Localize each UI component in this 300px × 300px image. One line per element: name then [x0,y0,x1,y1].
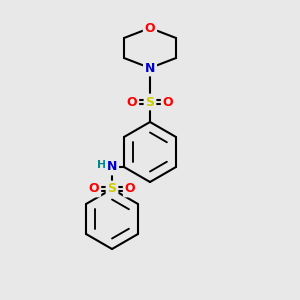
Text: O: O [145,22,155,34]
Text: O: O [127,95,137,109]
Text: S: S [146,95,154,109]
Text: H: H [98,160,106,170]
Text: O: O [163,95,173,109]
Text: O: O [125,182,135,196]
Text: N: N [107,160,117,173]
Text: N: N [145,61,155,74]
Text: O: O [89,182,99,196]
Text: S: S [107,182,116,196]
